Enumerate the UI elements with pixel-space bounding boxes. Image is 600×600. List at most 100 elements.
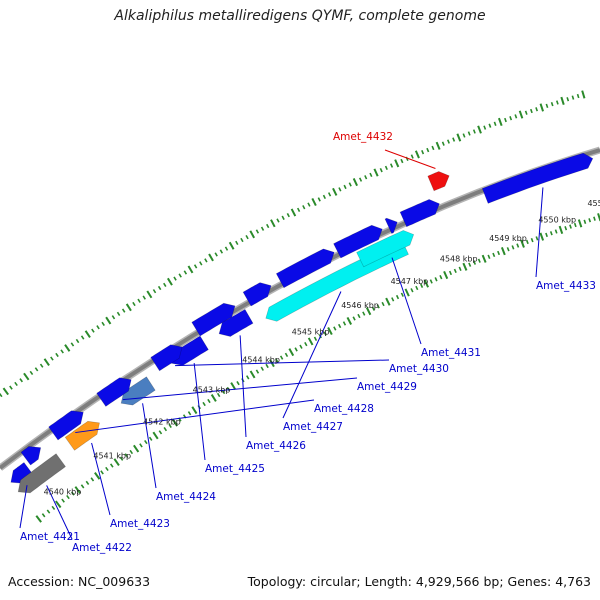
tick-mark	[245, 235, 249, 240]
tick-mark	[458, 266, 462, 271]
tick-mark	[576, 93, 580, 99]
gene-arrow-amet-4433	[481, 152, 594, 204]
leader-line	[239, 335, 247, 438]
tick-mark	[46, 509, 51, 514]
tick-mark	[9, 385, 13, 390]
tick-mark	[573, 222, 577, 228]
tick-mark	[113, 458, 120, 466]
tick-mark	[468, 262, 472, 267]
tick-mark	[228, 241, 235, 250]
tick-mark	[260, 366, 264, 371]
tick-mark	[91, 328, 95, 333]
tick-mark	[481, 254, 487, 263]
tick-mark	[304, 341, 308, 347]
gene-label-amet-4429: Amet_4429	[357, 381, 417, 393]
tick-mark	[524, 110, 528, 115]
tick-mark	[404, 288, 410, 297]
tick-mark	[311, 197, 317, 207]
tick-mark	[202, 401, 206, 407]
scale-label: 4541 kbp	[93, 452, 131, 461]
tick-mark	[434, 277, 438, 282]
leader-line	[122, 377, 358, 401]
tick-mark	[365, 307, 372, 316]
gene-arrow-amet-4425	[171, 335, 209, 366]
tick-mark	[332, 187, 338, 196]
tick-mark	[193, 264, 198, 269]
scale-label: 4542 kbp	[143, 418, 181, 427]
tick-mark	[90, 477, 95, 482]
tick-mark	[111, 315, 116, 320]
tick-mark	[429, 279, 433, 284]
tick-mark	[121, 308, 126, 313]
gene-arrow-amet-4422	[17, 453, 66, 494]
tick-mark	[357, 313, 361, 319]
tick-mark	[488, 123, 492, 128]
tick-mark	[348, 182, 352, 187]
tick-mark	[593, 216, 596, 221]
tick-mark	[152, 431, 159, 440]
gene-label-amet-4423: Amet_4423	[110, 518, 170, 530]
tick-mark	[284, 352, 289, 357]
scale-label: 4548 kbp	[440, 255, 478, 264]
tick-mark	[105, 466, 109, 472]
tick-mark	[448, 270, 453, 276]
tick-mark	[43, 358, 50, 366]
tick-mark	[560, 96, 565, 105]
tick-mark	[423, 279, 429, 288]
scale-label: 4551 kbp	[587, 199, 600, 208]
tick-mark	[144, 439, 148, 445]
tick-mark	[235, 240, 239, 245]
tick-mark	[530, 237, 534, 243]
tick-mark	[178, 273, 182, 278]
tick-mark	[294, 347, 298, 352]
tick-mark	[109, 463, 114, 468]
tick-mark	[500, 247, 506, 256]
tick-mark	[214, 252, 218, 257]
gene-arrow	[275, 248, 335, 289]
tick-mark	[129, 449, 134, 455]
gene-label-amet-4428: Amet_4428	[314, 403, 374, 415]
tick-mark	[452, 137, 456, 142]
tick-mark	[511, 245, 515, 250]
gene-arrow-amet-4423	[64, 420, 100, 451]
scale-label: 4546 kbp	[341, 301, 379, 310]
tick-mark	[148, 436, 153, 441]
tick-mark	[497, 117, 503, 127]
tick-mark	[210, 394, 217, 402]
tick-mark	[555, 100, 559, 105]
tick-mark	[581, 90, 586, 99]
gene-label-amet-4424: Amet_4424	[156, 491, 216, 503]
tick-mark	[342, 321, 347, 326]
scale-labels: 4540 kbp 4541 kbp 4542 kbp 4543 kbp 4544 kbp…	[44, 199, 600, 496]
tick-mark	[525, 239, 529, 245]
scale-label: 4549 kbp	[489, 234, 527, 243]
tick-mark	[539, 232, 545, 241]
tick-mark	[224, 246, 229, 251]
tick-mark	[299, 344, 303, 349]
tick-mark	[276, 218, 280, 223]
tick-mark	[504, 117, 507, 123]
tick-mark	[281, 215, 285, 220]
tick-mark	[260, 226, 265, 231]
tick-mark	[462, 262, 468, 271]
tick-mark	[236, 380, 240, 386]
scale-label: 4540 kbp	[44, 488, 82, 497]
scale-label: 4550 kbp	[538, 216, 576, 225]
leader-line	[384, 149, 436, 169]
tick-mark	[492, 252, 496, 258]
tick-mark	[317, 197, 321, 202]
tick-mark	[191, 406, 198, 415]
tick-mark	[327, 327, 333, 336]
tick-mark	[346, 316, 353, 325]
tick-mark	[101, 321, 105, 327]
tick-mark	[34, 367, 39, 372]
tick-mark	[64, 344, 71, 352]
tick-mark	[509, 116, 513, 121]
tick-mark	[520, 239, 525, 248]
gene-label-amet-4422: Amet_4422	[72, 542, 132, 554]
tick-mark	[506, 247, 510, 252]
tick-mark	[583, 219, 587, 224]
